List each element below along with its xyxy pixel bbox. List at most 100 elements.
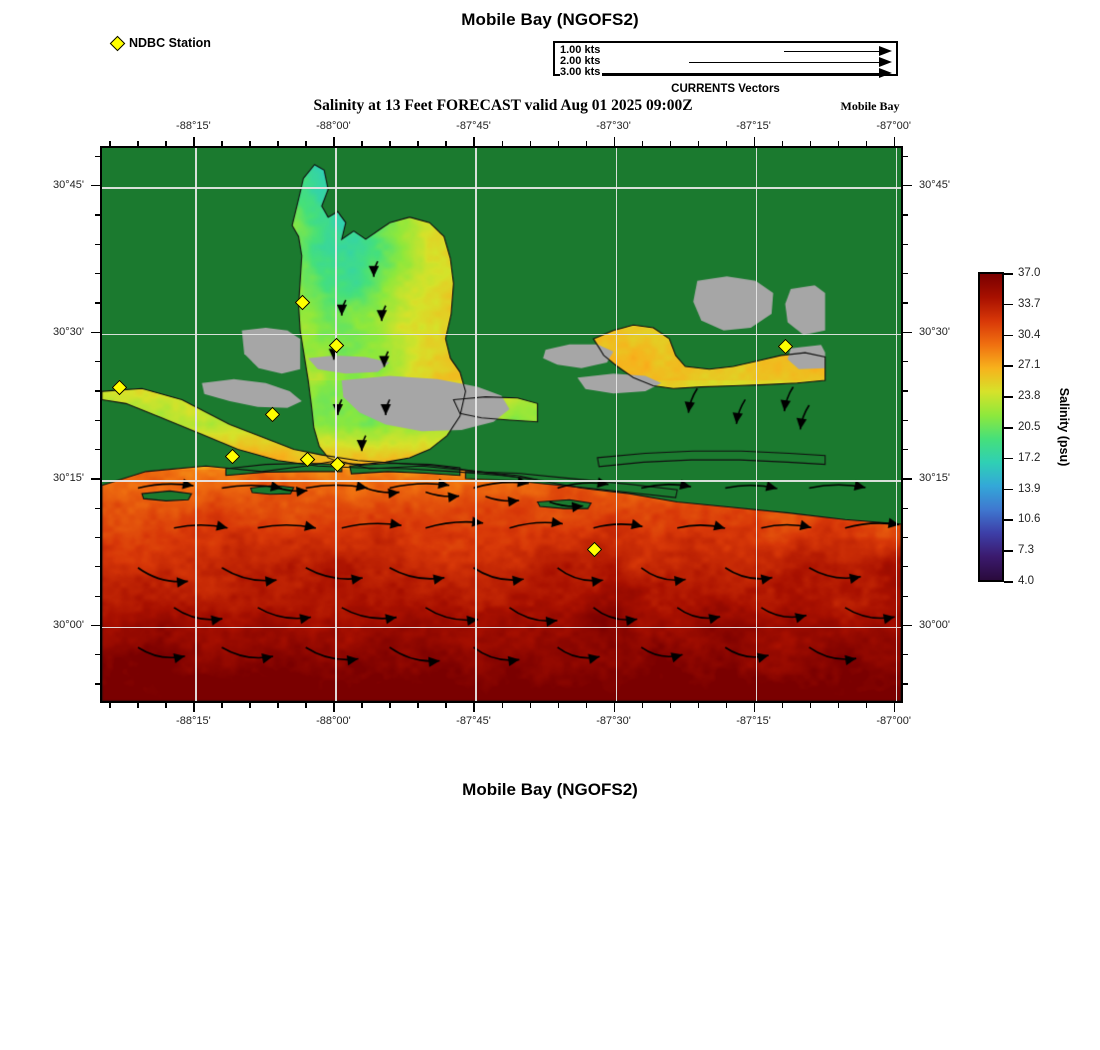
axis-tick-minor [95, 390, 100, 392]
axis-tick-minor [529, 141, 531, 146]
axis-tick-minor [473, 141, 475, 146]
colorbar-tick-label: 17.2 [1018, 451, 1041, 464]
latitude-axis-label: 30°45' [53, 179, 84, 192]
colorbar-gradient [978, 272, 1004, 582]
currents-legend-row: 1.00 kts [555, 45, 896, 57]
axis-tick-minor [809, 141, 811, 146]
longitude-axis-label: -88°15' [176, 715, 211, 727]
longitude-axis-label: -87°45' [456, 715, 491, 727]
graticule-meridian [615, 148, 618, 701]
axis-tick-minor [893, 703, 895, 708]
axis-tick-minor [669, 703, 671, 708]
axis-tick-minor [95, 654, 100, 656]
latitude-axis-label: 30°15' [53, 472, 84, 485]
axis-tick-minor [95, 302, 100, 304]
axis-tick-minor [903, 566, 908, 568]
currents-legend-caption: CURRENTS Vectors [671, 83, 780, 95]
axis-tick-minor [95, 214, 100, 216]
axis-tick-minor [903, 361, 908, 363]
axis-tick-minor [445, 703, 447, 708]
axis-tick-minor [809, 703, 811, 708]
axis-tick-minor [95, 419, 100, 421]
colorbar-tick-label: 10.6 [1018, 513, 1041, 526]
axis-tick-minor [903, 273, 908, 275]
colorbar: Salinity (psu) 37.0 33.7 30.4 27.1 23.8 20.5 1… [978, 267, 1098, 587]
currents-legend-row: 3.00 kts [555, 67, 896, 79]
ndbc-station-legend: NDBC Station [109, 35, 211, 51]
longitude-axis-label: -88°15' [176, 120, 211, 132]
forecast-subtitle: Salinity at 13 Feet FORECAST valid Aug 0… [313, 97, 693, 114]
axis-tick-minor [903, 243, 908, 245]
axis-tick-minor [725, 141, 727, 146]
axis-tick-minor [361, 703, 363, 708]
colorbar-tick [1004, 581, 1013, 583]
currents-vector-legend: 1.00 kts 2.00 kts 3.00 kts [553, 41, 898, 79]
axis-tick-minor [865, 141, 867, 146]
longitude-axis-label: -87°45' [456, 120, 491, 132]
axis-tick-minor [95, 361, 100, 363]
axis-tick-minor [137, 703, 139, 708]
axis-tick-minor [193, 141, 195, 146]
axis-tick-minor [95, 566, 100, 568]
axis-tick-minor [221, 141, 223, 146]
latitude-axis-label: 30°30' [919, 325, 950, 338]
currents-legend-vector-line [689, 62, 879, 63]
axis-tick-minor [903, 448, 908, 451]
axis-tick-minor [903, 185, 908, 187]
axis-tick-minor [193, 703, 195, 708]
axis-tick-minor [249, 703, 251, 708]
axis-tick-minor [557, 703, 559, 708]
axis-tick-minor [305, 141, 307, 146]
axis-tick-minor [95, 155, 100, 157]
colorbar-tick-label: 30.4 [1018, 328, 1041, 341]
currents-legend-arrowhead-icon [879, 46, 892, 56]
latitude-axis-label: 30°30' [53, 325, 84, 338]
footer-title: Mobile Bay (NGOFS2) [462, 780, 638, 799]
axis-tick-minor [277, 141, 279, 146]
axis-tick-minor [277, 703, 279, 708]
axis-tick-minor [613, 141, 615, 146]
axis-tick-minor [697, 141, 699, 146]
colorbar-tick [1004, 427, 1013, 429]
axis-tick-minor [557, 141, 559, 146]
colorbar-tick [1004, 303, 1013, 306]
axis-tick-minor [333, 141, 335, 146]
map-plot-area[interactable] [100, 146, 903, 703]
axis-tick-minor [95, 448, 100, 451]
longitude-axis-label: -87°30' [596, 120, 631, 132]
region-label: Mobile Bay [840, 99, 900, 113]
longitude-axis-label: -87°00' [876, 715, 911, 727]
axis-tick-minor [95, 243, 100, 245]
colorbar-tick-label: 27.1 [1018, 359, 1041, 372]
graticule-meridian [475, 148, 478, 701]
colorbar-tick [1004, 488, 1013, 491]
graticule-parallel [102, 480, 901, 482]
axis-tick-minor [95, 683, 100, 685]
latitude-axis-label: 30°00' [53, 618, 84, 631]
axis-tick-minor [109, 703, 111, 708]
graticule-meridian [195, 148, 197, 701]
colorbar-tick [1004, 334, 1013, 337]
colorbar-tick-label: 33.7 [1018, 297, 1041, 310]
colorbar-tick-label: 4.0 [1018, 575, 1034, 587]
axis-tick-minor [137, 141, 139, 146]
axis-tick-minor [249, 141, 251, 146]
colorbar-tick-label: 37.0 [1018, 267, 1041, 279]
graticule-parallel [102, 187, 901, 189]
axis-tick-minor [903, 331, 908, 333]
longitude-axis-label: -87°15' [736, 120, 771, 132]
axis-tick-minor [417, 141, 419, 146]
axis-tick-minor [95, 273, 100, 275]
latitude-axis-label: 30°45' [919, 179, 950, 192]
graticule-parallel [102, 333, 901, 336]
currents-legend-row: 2.00 kts [555, 56, 896, 68]
colorbar-tick-label: 7.3 [1018, 544, 1034, 557]
graticule-meridian [895, 148, 898, 701]
axis-tick-minor [753, 141, 755, 146]
colorbar-tick-label: 13.9 [1018, 482, 1041, 495]
colorbar-tick-label: 20.5 [1018, 421, 1041, 433]
longitude-axis-label: -87°00' [876, 120, 911, 132]
axis-tick-minor [669, 141, 671, 146]
axis-tick-minor [903, 302, 908, 304]
ndbc-station-legend-label: NDBC Station [129, 36, 211, 50]
